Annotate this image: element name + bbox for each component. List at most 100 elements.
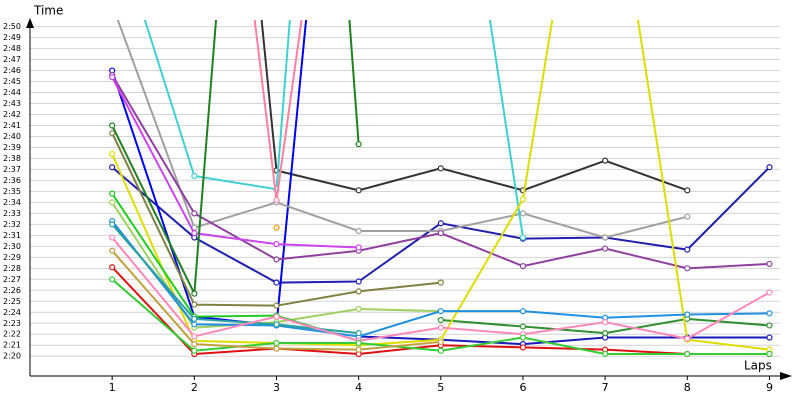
y-tick-label: 2:32 [3,220,21,229]
y-tick-label: 2:25 [3,297,21,306]
point [519,263,527,270]
y-tick-label: 2:46 [3,66,21,75]
point [519,323,527,330]
point [602,319,609,326]
y-axis-arrow [26,18,34,28]
y-tick-label: 2:34 [3,198,21,207]
point [437,324,444,331]
y-tick-label: 2:42 [3,110,21,119]
y-tick-label: 2:20 [3,352,21,361]
y-tick-label: 2:49 [3,33,21,42]
point [273,345,280,352]
point [191,321,198,328]
y-tick-label: 2:36 [3,176,21,185]
point [766,350,773,358]
series-line [358,335,770,346]
point [684,335,691,342]
point [109,199,116,206]
point [191,315,198,322]
point [191,290,198,297]
y-tick-label: 2:45 [3,77,21,86]
y-tick-label: 2:35 [3,187,21,196]
point [109,122,116,129]
x-tick-label: 1 [109,381,116,394]
point [602,330,609,337]
point [110,2,115,7]
point [602,157,609,164]
point [437,308,444,315]
grid [30,26,780,357]
point [355,346,362,353]
point [273,302,280,309]
point [684,265,691,272]
x-tick-label: 6 [519,381,526,394]
point [109,234,116,241]
point [437,338,444,346]
series-line [260,20,688,192]
point [437,347,444,354]
point [519,195,527,203]
point [355,187,362,194]
point [602,245,609,252]
y-tick-label: 2:37 [3,165,21,174]
point [355,330,362,337]
point [191,301,198,308]
point [273,241,280,248]
point [355,288,362,295]
point [355,305,362,313]
y-tick-label: 2:23 [3,319,21,328]
point [191,347,198,354]
point [766,260,773,268]
y-tick-label: 2:24 [3,308,21,317]
y-tick-label: 2:21 [3,341,21,350]
y-tick-label: 2:26 [3,286,21,295]
point [519,308,527,315]
point [519,210,527,217]
point [273,224,280,231]
point [766,289,773,296]
point [355,227,362,235]
point [355,244,362,251]
x-tick-label: 4 [355,381,362,394]
point [109,190,116,197]
point [602,234,609,241]
y-tick-label: 2:40 [3,132,21,141]
y-tick-label: 2:48 [3,44,21,53]
series-line [636,20,770,351]
point [355,278,362,285]
point [602,350,609,358]
point [684,213,691,220]
point [684,187,691,194]
x-tick-label: 5 [437,381,444,394]
point [437,165,444,172]
point [684,246,691,253]
y-tick-label: 2:22 [3,330,21,339]
point [109,130,116,137]
point [273,339,280,347]
y-tick-label: 2:28 [3,264,21,273]
point [766,310,773,317]
point [273,279,280,286]
series-line [111,76,359,249]
y-tick-label: 2:38 [3,154,21,163]
x-tick-label: 2 [191,381,198,394]
point [437,316,444,324]
point [273,313,280,320]
point [437,279,444,286]
point [109,276,116,283]
point [437,230,444,237]
y-tick-label: 2:33 [3,209,21,218]
point [109,264,116,271]
point [273,321,280,328]
series-line [143,20,291,191]
y-tick-label: 2:44 [3,88,21,97]
point [766,334,773,341]
point [109,150,116,158]
y-tick-label: 2:41 [3,121,21,130]
x-tick-label: 8 [684,381,691,394]
y-tick-label: 2:50 [3,22,21,31]
series-line [488,20,524,238]
point [273,197,280,204]
point [355,339,362,347]
